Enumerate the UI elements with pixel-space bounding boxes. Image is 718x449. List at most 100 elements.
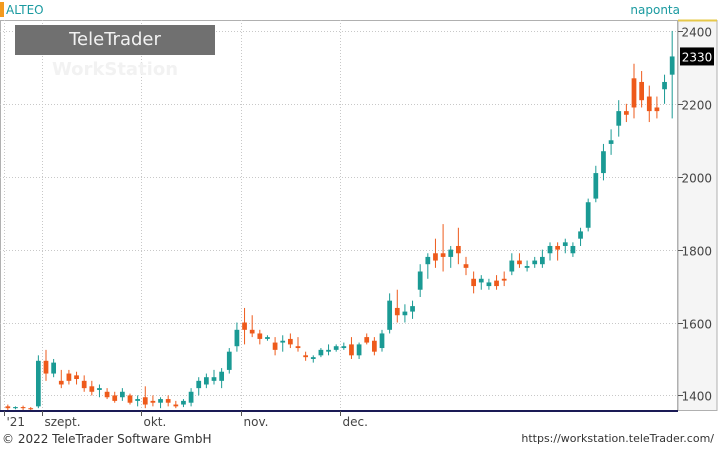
candle-body <box>394 307 400 316</box>
candle-body <box>639 81 645 101</box>
y-tick-label: 2200 <box>681 99 712 113</box>
x-tick-label: okt. <box>144 415 167 429</box>
y-tick-label: 1400 <box>681 390 712 404</box>
candle-body <box>417 271 423 290</box>
candle-body <box>524 266 530 268</box>
candle-body <box>188 391 194 403</box>
candle-body <box>104 391 110 398</box>
last-price-marker: 2330 <box>680 47 714 66</box>
candle-body <box>517 260 522 265</box>
candle-body <box>387 300 393 330</box>
candle-body <box>211 377 217 381</box>
y-tick-label: 1800 <box>681 245 712 259</box>
watermark-product: WorkStation <box>51 59 179 80</box>
candle-body <box>455 245 461 254</box>
candle-body <box>341 346 347 349</box>
symbol-label[interactable]: ALTEO <box>6 3 44 17</box>
candle-body <box>142 397 148 405</box>
candle-body <box>219 371 225 381</box>
x-axis-ticks: '21 szept. okt. nov. dec. <box>4 411 368 429</box>
candle-body <box>51 362 57 374</box>
candle-body <box>623 111 629 115</box>
candle-body <box>478 278 484 283</box>
candle-body <box>35 360 41 407</box>
candle-body <box>89 386 95 392</box>
last-price-label: 2330 <box>682 50 713 64</box>
candle-body <box>326 349 331 352</box>
candle-body <box>601 151 606 174</box>
candle-body <box>433 253 438 261</box>
y-axis-ticks: 1400 1600 1800 2000 2200 2400 <box>678 26 712 404</box>
x-tick-label: '21 <box>7 415 26 429</box>
candle-body <box>669 56 675 75</box>
candle-body <box>181 400 186 405</box>
candle-body <box>471 278 477 287</box>
candle-body <box>119 391 125 398</box>
candle-body <box>43 360 49 374</box>
y-tick-label: 2000 <box>681 172 712 186</box>
candle-body <box>287 338 293 345</box>
candle-body <box>226 351 232 370</box>
candle-body <box>547 245 553 254</box>
x-tick-label: dec. <box>343 415 368 429</box>
candle-body <box>295 346 301 349</box>
candle-body <box>356 344 362 356</box>
candle-body <box>539 256 545 265</box>
plot-area[interactable] <box>0 20 678 411</box>
candle-body <box>74 375 79 380</box>
last-price-box <box>680 47 714 66</box>
candle-body <box>318 349 324 356</box>
symbol-color-marker <box>0 2 4 17</box>
workstation-link[interactable]: https://workstation.teleTrader.com/ <box>521 432 714 445</box>
candle-body <box>135 399 141 401</box>
candle-body <box>272 342 278 350</box>
y-tick-label: 2400 <box>681 26 712 40</box>
candle-body <box>97 388 102 390</box>
candle-body <box>173 404 179 407</box>
candle-body <box>66 373 72 381</box>
candle-body <box>555 245 561 250</box>
interval-label[interactable]: naponta <box>630 3 680 17</box>
candle-body <box>631 78 637 108</box>
price-axis[interactable] <box>677 20 718 411</box>
candle-body <box>13 407 18 409</box>
candle-body <box>562 242 568 246</box>
candle-body <box>249 329 255 334</box>
candle-body <box>593 173 599 199</box>
candle-body <box>440 253 446 257</box>
candle-body <box>265 337 270 339</box>
candle-body <box>127 395 133 403</box>
grid-lines <box>0 20 678 410</box>
candle-body <box>203 377 209 385</box>
candle-body <box>58 380 64 385</box>
candle-body <box>509 260 515 272</box>
candle-body <box>379 333 385 349</box>
candle-body <box>81 380 87 389</box>
candle-body <box>494 280 499 287</box>
candle-body <box>234 329 240 347</box>
x-tick-label: nov. <box>244 415 269 429</box>
candle-body <box>578 231 583 239</box>
candle-body <box>28 408 34 410</box>
candle-body <box>242 322 247 330</box>
candle-body <box>257 333 263 339</box>
candle-body <box>5 406 11 409</box>
candle-body <box>112 395 118 401</box>
x-tick-label: szept. <box>45 415 81 429</box>
candle-body <box>280 340 286 343</box>
candle-body <box>501 278 507 281</box>
candle-body <box>486 282 492 287</box>
candle-body <box>196 380 202 389</box>
candle-body <box>165 399 171 403</box>
candle-body <box>662 81 667 90</box>
candle-body <box>425 256 431 265</box>
candle-body <box>303 355 309 358</box>
y-tick-label: 1600 <box>681 318 712 332</box>
candle-body <box>616 111 622 126</box>
candle-body <box>158 399 163 403</box>
candle-body <box>364 337 370 343</box>
candle-body <box>310 357 316 359</box>
teletrader-watermark: TeleTrader WorkStation <box>15 25 215 80</box>
